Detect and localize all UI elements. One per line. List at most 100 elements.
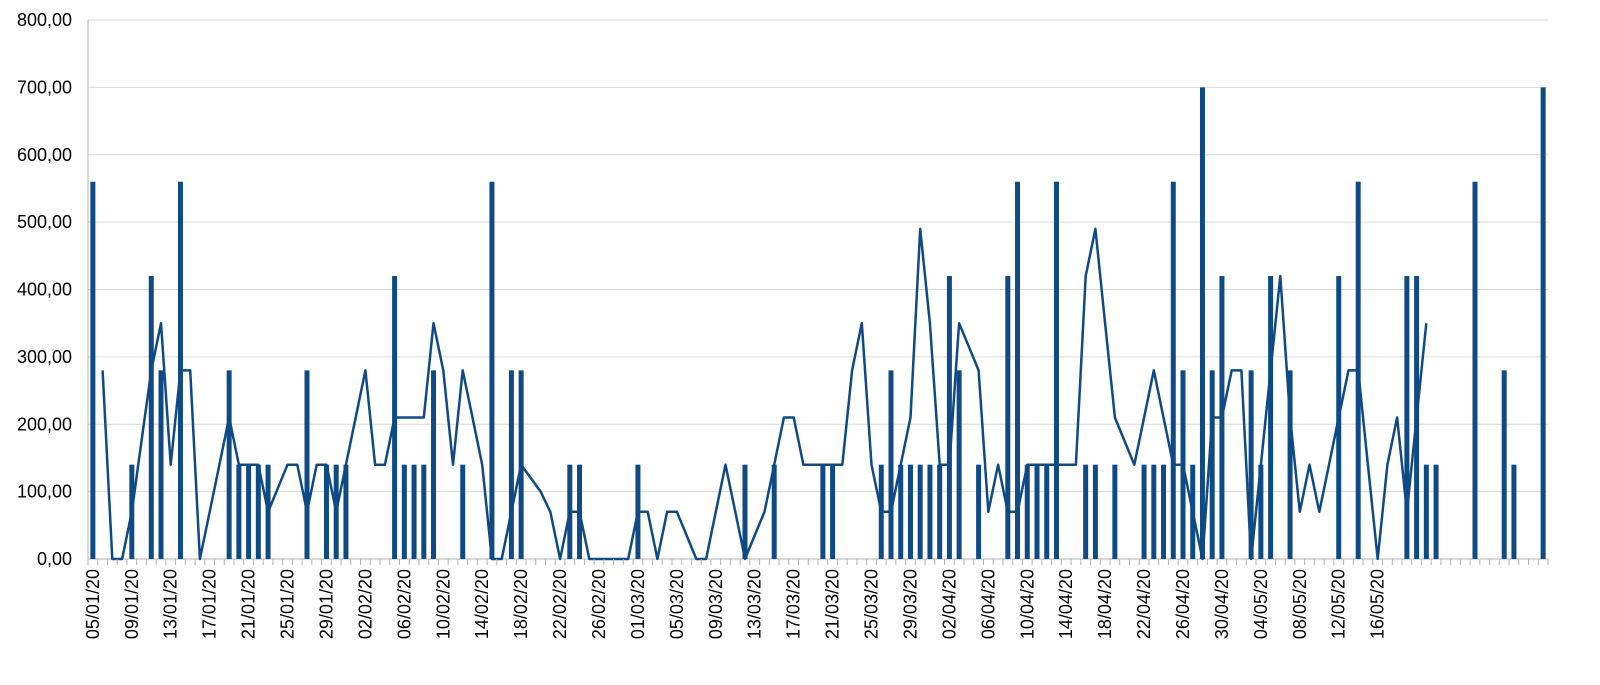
bar [255, 464, 261, 559]
x-tick-label: 21/01/20 [239, 569, 259, 639]
bar [937, 464, 943, 559]
x-tick-label: 05/01/20 [83, 569, 103, 639]
bar [917, 464, 923, 559]
bar [1199, 87, 1205, 559]
bar [1170, 181, 1176, 559]
bar [508, 370, 514, 559]
bar [148, 276, 154, 559]
y-tick-label: 300,00 [17, 347, 72, 367]
bar [1034, 464, 1040, 559]
x-tick-label: 21/03/20 [823, 569, 843, 639]
bar [898, 464, 904, 559]
x-axis: 05/01/20 09/01/20 13/01/20 17/01/20 21/01/20… [83, 559, 1549, 639]
x-tick-label: 06/02/20 [394, 569, 414, 639]
bar [1511, 464, 1517, 559]
bar [1112, 464, 1118, 559]
bar [158, 370, 164, 559]
x-tick-label: 18/02/20 [511, 569, 531, 639]
y-tick-label: 500,00 [17, 212, 72, 232]
bar [1151, 464, 1157, 559]
x-tick-label: 26/04/20 [1173, 569, 1193, 639]
bar [1141, 464, 1147, 559]
bar [976, 464, 982, 559]
bar [226, 370, 232, 559]
line-series [101, 227, 1428, 561]
bar [1287, 370, 1293, 559]
bar [956, 370, 962, 559]
x-tick-label: 04/05/20 [1251, 569, 1271, 639]
bar [1404, 276, 1410, 559]
x-tick-label: 17/03/20 [784, 569, 804, 639]
bar [421, 464, 427, 559]
bar [888, 370, 894, 559]
x-tick-label: 08/05/20 [1290, 569, 1310, 639]
bar [742, 464, 748, 559]
bar [927, 464, 933, 559]
x-tick-label: 02/02/20 [355, 569, 375, 639]
x-tick-label: 10/04/20 [1017, 569, 1037, 639]
x-tick-label: 22/04/20 [1134, 569, 1154, 639]
y-axis: 0,00 100,00 200,00 300,00 400,00 500,00 600,00… [17, 10, 72, 569]
bar [411, 464, 417, 559]
bar [90, 181, 96, 559]
bar [323, 464, 329, 559]
y-tick-label: 200,00 [17, 414, 72, 434]
y-tick-label: 400,00 [17, 280, 72, 300]
bar [1005, 276, 1011, 559]
bar [246, 464, 252, 559]
bar [1209, 370, 1215, 559]
x-tick-label: 17/01/20 [200, 569, 220, 639]
x-tick-label: 10/02/20 [433, 569, 453, 639]
bar [771, 464, 777, 559]
y-tick-label: 600,00 [17, 145, 72, 165]
bar [1092, 464, 1098, 559]
x-tick-label: 30/04/20 [1212, 569, 1232, 639]
bar [830, 464, 836, 559]
bar-series [90, 87, 1546, 559]
bar [1258, 464, 1264, 559]
bar [489, 181, 495, 559]
bar [1268, 276, 1274, 559]
x-tick-label: 29/01/20 [316, 569, 336, 639]
bar [946, 276, 952, 559]
bar [1433, 464, 1439, 559]
x-tick-label: 18/04/20 [1095, 569, 1115, 639]
bar [1015, 181, 1021, 559]
x-tick-label: 25/03/20 [862, 569, 882, 639]
bar [343, 464, 349, 559]
x-tick-label: 13/01/20 [161, 569, 181, 639]
bar [1472, 181, 1478, 559]
y-tick-label: 800,00 [17, 10, 72, 30]
bar [236, 464, 242, 559]
bar [1423, 464, 1429, 559]
x-tick-label: 26/02/20 [589, 569, 609, 639]
bar [1083, 464, 1089, 559]
bar [1053, 181, 1059, 559]
x-tick-label: 16/05/20 [1368, 569, 1388, 639]
x-tick-label: 09/03/20 [706, 569, 726, 639]
series-line [101, 227, 1428, 561]
bar [1044, 464, 1050, 559]
x-tick-label: 13/03/20 [745, 569, 765, 639]
x-tick-label: 06/04/20 [978, 569, 998, 639]
bar [1540, 87, 1546, 559]
bar [304, 370, 310, 559]
bar [1161, 464, 1167, 559]
x-tick-label: 25/01/20 [278, 569, 298, 639]
bar [1501, 370, 1507, 559]
y-tick-label: 0,00 [37, 549, 72, 569]
x-tick-label: 05/03/20 [667, 569, 687, 639]
x-tick-label: 12/05/20 [1329, 569, 1349, 639]
bar [1248, 370, 1254, 559]
x-tick-label: 14/02/20 [472, 569, 492, 639]
y-tick-label: 700,00 [17, 77, 72, 97]
bar [401, 464, 407, 559]
bar [431, 370, 437, 559]
x-tick-label: 09/01/20 [122, 569, 142, 639]
bar [460, 464, 466, 559]
y-tick-label: 100,00 [17, 482, 72, 502]
x-tick-label: 22/02/20 [550, 569, 570, 639]
bar [820, 464, 826, 559]
